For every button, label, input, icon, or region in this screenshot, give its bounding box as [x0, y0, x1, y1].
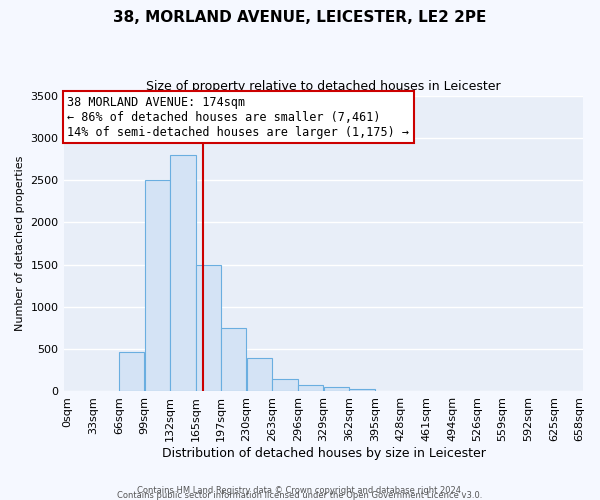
Bar	[349, 389, 374, 392]
Text: 38 MORLAND AVENUE: 174sqm
← 86% of detached houses are smaller (7,461)
14% of se: 38 MORLAND AVENUE: 174sqm ← 86% of detac…	[67, 96, 409, 138]
Title: Size of property relative to detached houses in Leicester: Size of property relative to detached ho…	[146, 80, 501, 93]
Bar	[272, 379, 298, 392]
Text: Contains HM Land Registry data © Crown copyright and database right 2024.: Contains HM Land Registry data © Crown c…	[137, 486, 463, 495]
Text: Contains public sector information licensed under the Open Government Licence v3: Contains public sector information licen…	[118, 491, 482, 500]
Bar	[298, 384, 323, 392]
Bar	[196, 264, 221, 392]
X-axis label: Distribution of detached houses by size in Leicester: Distribution of detached houses by size …	[161, 447, 485, 460]
Bar	[119, 352, 144, 392]
Text: 38, MORLAND AVENUE, LEICESTER, LE2 2PE: 38, MORLAND AVENUE, LEICESTER, LE2 2PE	[113, 10, 487, 25]
Bar	[247, 358, 272, 392]
Bar	[324, 387, 349, 392]
Y-axis label: Number of detached properties: Number of detached properties	[15, 156, 25, 331]
Bar	[170, 154, 196, 392]
Bar	[145, 180, 170, 392]
Bar	[221, 328, 246, 392]
